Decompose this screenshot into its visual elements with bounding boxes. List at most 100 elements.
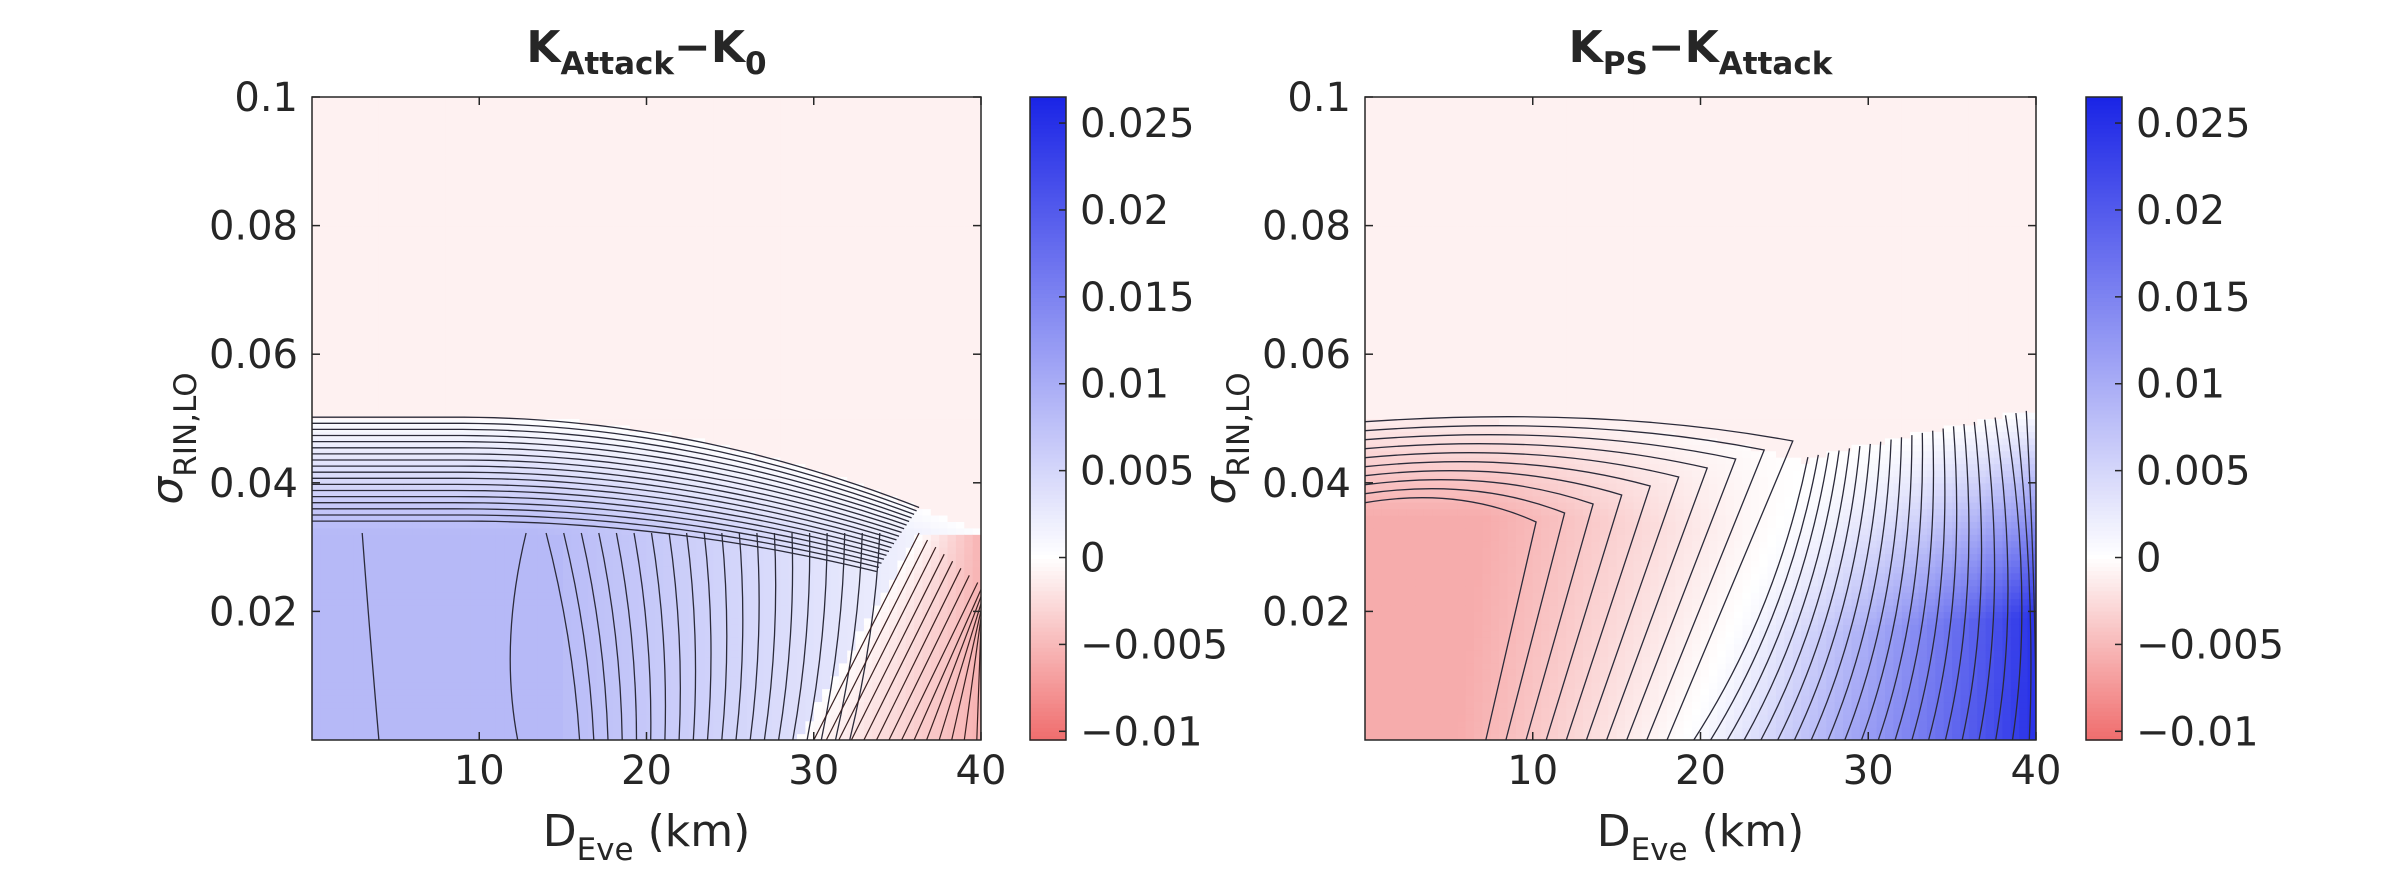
heatmap-cell — [587, 174, 597, 182]
heatmap-cell — [387, 251, 397, 259]
heatmap-cell — [495, 148, 505, 156]
heatmap-cell — [571, 174, 581, 182]
heatmap-cell — [554, 244, 564, 252]
heatmap-cell — [679, 212, 689, 220]
heatmap-cell — [362, 334, 372, 342]
heatmap-cell — [562, 328, 572, 336]
heatmap-cell — [395, 264, 405, 272]
heatmap-cell — [587, 592, 597, 600]
heatmap-cell — [395, 643, 405, 651]
heatmap-cell — [638, 559, 648, 567]
heatmap-cell — [437, 103, 447, 111]
heatmap-cell — [562, 553, 572, 561]
heatmap-cell — [679, 354, 689, 362]
heatmap-cell — [629, 199, 639, 207]
heatmap-cell — [696, 630, 706, 638]
heatmap-cell — [470, 174, 480, 182]
heatmap-cell — [529, 508, 539, 516]
heatmap-cell — [437, 482, 447, 490]
heatmap-cell — [713, 733, 723, 740]
heatmap-cell — [445, 334, 455, 342]
heatmap-cell — [579, 688, 589, 696]
heatmap-cell — [429, 592, 439, 600]
heatmap-cell — [679, 617, 689, 625]
heatmap-cell — [337, 328, 347, 336]
heatmap-cell — [579, 283, 589, 291]
heatmap-cell — [445, 707, 455, 715]
heatmap-cell — [571, 309, 581, 317]
heatmap-cell — [713, 604, 723, 612]
heatmap-cell — [454, 264, 464, 272]
heatmap-cell — [646, 482, 656, 490]
heatmap-cell — [495, 379, 505, 387]
heatmap-cell — [362, 386, 372, 394]
heatmap-cell — [646, 328, 656, 336]
heatmap-cell — [353, 270, 363, 278]
heatmap-cell — [445, 514, 455, 522]
heatmap-cell — [537, 386, 547, 394]
heatmap-cell — [663, 508, 673, 516]
heatmap-cell — [705, 688, 714, 696]
heatmap-cell — [529, 502, 539, 510]
heatmap-cell — [495, 662, 505, 670]
heatmap-cell — [671, 476, 681, 484]
heatmap-cell — [454, 232, 464, 240]
heatmap-cell — [571, 154, 581, 162]
heatmap-cell — [721, 424, 731, 432]
heatmap-cell — [470, 341, 480, 349]
heatmap-cell — [312, 212, 321, 220]
heatmap-cell — [654, 180, 664, 188]
heatmap-cell — [445, 482, 455, 490]
heatmap-cell — [579, 553, 589, 561]
heatmap-cell — [529, 553, 539, 561]
heatmap-cell — [420, 347, 430, 355]
heatmap-cell — [512, 707, 522, 715]
heatmap-cell — [688, 727, 698, 735]
heatmap-cell — [445, 649, 455, 658]
heatmap-cell — [445, 637, 455, 645]
heatmap-cell — [504, 727, 514, 735]
heatmap-cell — [621, 206, 631, 214]
heatmap-cell — [320, 103, 330, 111]
heatmap-cell — [663, 161, 673, 169]
heatmap-cell — [638, 238, 648, 246]
heatmap-cell — [571, 251, 581, 259]
heatmap-cell — [537, 206, 547, 214]
heatmap-cell — [679, 482, 689, 490]
heatmap-cell — [571, 450, 581, 458]
heatmap-cell — [521, 341, 531, 349]
heatmap-cell — [512, 431, 522, 439]
heatmap-cell — [537, 187, 547, 195]
heatmap-cell — [312, 611, 321, 619]
heatmap-cell — [420, 547, 430, 555]
heatmap-cell — [378, 379, 388, 387]
heatmap-cell — [345, 322, 355, 330]
heatmap-cell — [571, 206, 581, 214]
heatmap-cell — [487, 315, 497, 323]
heatmap-cell — [646, 212, 656, 220]
heatmap-cell — [721, 277, 731, 285]
heatmap-cell — [688, 129, 698, 137]
heatmap-cell — [629, 457, 639, 465]
heatmap-cell — [445, 354, 455, 362]
heatmap-cell — [312, 257, 321, 265]
heatmap-cell — [613, 624, 623, 632]
heatmap-cell — [403, 637, 413, 645]
heatmap-cell — [696, 662, 706, 670]
heatmap-cell — [320, 386, 330, 394]
heatmap-cell — [521, 572, 531, 580]
heatmap-cell — [537, 707, 547, 715]
heatmap-cell — [621, 315, 631, 323]
heatmap-cell — [353, 103, 363, 111]
heatmap-cell — [629, 727, 639, 735]
heatmap-cell — [705, 161, 714, 169]
heatmap-cell — [345, 579, 355, 587]
heatmap-cell — [445, 302, 455, 310]
heatmap-cell — [688, 154, 698, 162]
heatmap-cell — [429, 199, 439, 207]
heatmap-cell — [638, 714, 648, 722]
heatmap-cell — [554, 154, 564, 162]
heatmap-cell — [328, 592, 338, 600]
heatmap-cell — [721, 264, 731, 272]
heatmap-cell — [596, 347, 606, 355]
